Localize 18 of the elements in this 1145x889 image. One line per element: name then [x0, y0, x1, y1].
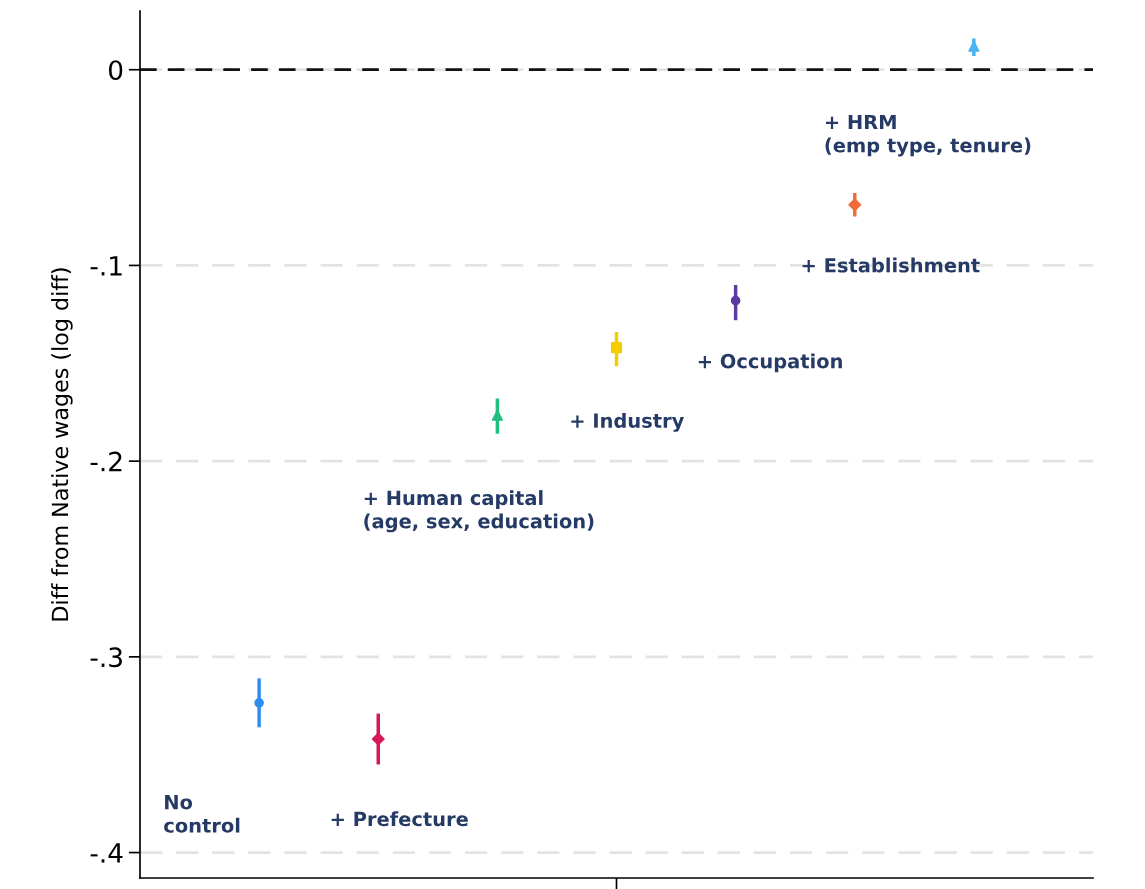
point: [730, 295, 741, 306]
y-tick-label: -.2: [90, 451, 122, 472]
point: [371, 732, 385, 746]
y-tick-label: 0: [108, 60, 123, 81]
point: [848, 198, 862, 212]
annotation: + Occupation: [698, 353, 842, 373]
annotation: + Industry: [571, 412, 684, 432]
y-tick-label: -.3: [90, 647, 122, 668]
y-tick-label: -.4: [90, 843, 123, 863]
y-tick-label: -.1: [90, 256, 122, 276]
point: [610, 342, 623, 354]
annotation: + Prefecture: [331, 811, 468, 827]
annotation: + HRM (emp type, tenure): [825, 114, 1031, 157]
annotation: No control: [164, 795, 240, 833]
annotation: + Human capital (age, sex, education): [364, 490, 594, 533]
y-axis-title: Diff from Native wages (log diff): [51, 268, 73, 621]
annotation: + Establishment: [802, 257, 980, 273]
point: [254, 698, 264, 708]
